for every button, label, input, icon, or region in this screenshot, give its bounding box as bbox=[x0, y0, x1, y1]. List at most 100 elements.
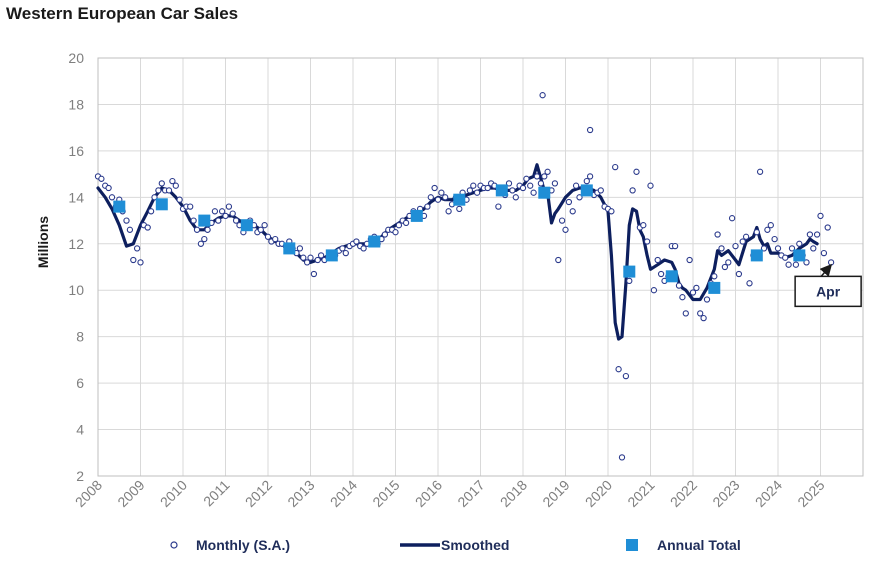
y-tick-label: 18 bbox=[68, 96, 84, 112]
monthly-point bbox=[201, 235, 208, 243]
monthly-point bbox=[466, 187, 474, 194]
monthly-point bbox=[555, 256, 562, 264]
monthly-point bbox=[657, 270, 665, 278]
monthly-point bbox=[792, 261, 800, 268]
monthly-point bbox=[395, 222, 403, 229]
chart-title: Western European Car Sales bbox=[6, 4, 239, 23]
monthly-point bbox=[629, 187, 636, 194]
legend-smoothed-label: Smoothed bbox=[441, 537, 509, 553]
monthly-point bbox=[622, 372, 630, 380]
monthly-point bbox=[583, 177, 590, 185]
monthly-point bbox=[654, 256, 661, 264]
x-tick-label: 2010 bbox=[157, 477, 190, 510]
monthly-point bbox=[296, 245, 304, 252]
monthly-point bbox=[640, 222, 647, 229]
monthly-point bbox=[232, 217, 240, 224]
monthly-point bbox=[725, 259, 732, 266]
monthly-point bbox=[703, 296, 711, 303]
annual-point bbox=[495, 184, 508, 197]
monthly-point bbox=[137, 259, 144, 266]
monthly-point bbox=[402, 219, 410, 227]
annual-point bbox=[708, 281, 721, 294]
monthly-point bbox=[353, 238, 360, 245]
monthly-point bbox=[158, 180, 165, 187]
plot-frame bbox=[97, 57, 864, 477]
monthly-point bbox=[123, 217, 130, 224]
y-tick-label: 14 bbox=[68, 189, 84, 205]
legend: Monthly (S.A.) Smoothed Annual Total bbox=[170, 537, 741, 553]
legend-monthly-label: Monthly (S.A.) bbox=[196, 537, 290, 553]
y-axis: 2 4 6 8 10 12 14 16 18 20 bbox=[68, 50, 84, 484]
x-tick-label: 2011 bbox=[200, 477, 233, 510]
monthly-point bbox=[495, 203, 502, 210]
monthly-point bbox=[700, 314, 707, 322]
annotation-arrow bbox=[819, 263, 833, 277]
monthly-point bbox=[172, 182, 179, 189]
monthly-point bbox=[392, 229, 399, 236]
x-axis: 2008 2009 2010 2011 2012 2013 2014 2015 2016 2017… bbox=[72, 477, 828, 510]
monthly-point bbox=[597, 187, 604, 194]
monthly-point bbox=[317, 252, 325, 259]
monthly-point bbox=[533, 173, 541, 180]
monthly-point bbox=[689, 289, 697, 296]
y-tick-label: 16 bbox=[68, 143, 84, 159]
monthly-point bbox=[774, 245, 782, 252]
monthly-point bbox=[586, 126, 594, 134]
monthly-point bbox=[756, 168, 764, 175]
monthly-point bbox=[711, 273, 718, 280]
monthly-point bbox=[612, 163, 619, 171]
monthly-point bbox=[176, 196, 183, 203]
monthly-point bbox=[225, 203, 233, 210]
monthly-point bbox=[144, 224, 151, 231]
annual-point bbox=[750, 249, 763, 262]
annual-point bbox=[453, 193, 466, 206]
monthly-point bbox=[739, 238, 746, 245]
annotation-box bbox=[794, 275, 862, 308]
monthly-point bbox=[155, 187, 162, 194]
monthly-point bbox=[197, 240, 205, 247]
y-tick-label: 10 bbox=[68, 282, 84, 298]
x-tick-label: 2014 bbox=[327, 477, 360, 510]
x-tick-label: 2016 bbox=[412, 477, 445, 510]
monthly-point bbox=[381, 231, 389, 238]
x-tick-label: 2018 bbox=[497, 477, 530, 510]
legend-monthly-marker bbox=[170, 541, 178, 549]
monthly-point bbox=[512, 194, 519, 201]
monthly-point bbox=[300, 254, 307, 261]
monthly-point bbox=[473, 189, 481, 196]
annual-point bbox=[623, 265, 636, 278]
annual-point bbox=[155, 198, 168, 211]
monthly-point bbox=[806, 231, 814, 238]
monthly-point bbox=[569, 208, 576, 215]
monthly-point bbox=[718, 245, 725, 252]
annual-point bbox=[538, 186, 551, 199]
monthly-point bbox=[537, 180, 545, 187]
y-tick-label: 8 bbox=[76, 329, 84, 345]
monthly-point bbox=[218, 208, 226, 215]
monthly-point bbox=[442, 194, 449, 201]
monthly-point bbox=[813, 231, 821, 238]
monthly-point bbox=[824, 224, 831, 231]
monthly-point bbox=[686, 256, 693, 264]
monthly-point bbox=[785, 261, 792, 268]
monthly-point bbox=[229, 210, 236, 217]
x-tick-label: 2024 bbox=[752, 477, 785, 510]
x-tick-label: 2023 bbox=[709, 477, 742, 510]
monthly-point bbox=[544, 168, 551, 175]
monthly-point bbox=[187, 203, 194, 210]
monthly-point bbox=[215, 217, 222, 224]
monthly-point bbox=[147, 208, 155, 215]
monthly-point bbox=[523, 175, 530, 182]
y-tick-label: 2 bbox=[76, 468, 84, 484]
monthly-point bbox=[133, 245, 141, 252]
monthly-point bbox=[307, 254, 314, 261]
monthly-point bbox=[211, 208, 219, 215]
monthly-point bbox=[650, 287, 658, 294]
monthly-point bbox=[105, 184, 112, 192]
annotation-apr: Apr bbox=[794, 263, 862, 308]
annual-point bbox=[283, 242, 296, 255]
x-tick-label: 2020 bbox=[582, 477, 615, 510]
monthly-point bbox=[671, 242, 679, 250]
monthly-point bbox=[615, 366, 622, 373]
